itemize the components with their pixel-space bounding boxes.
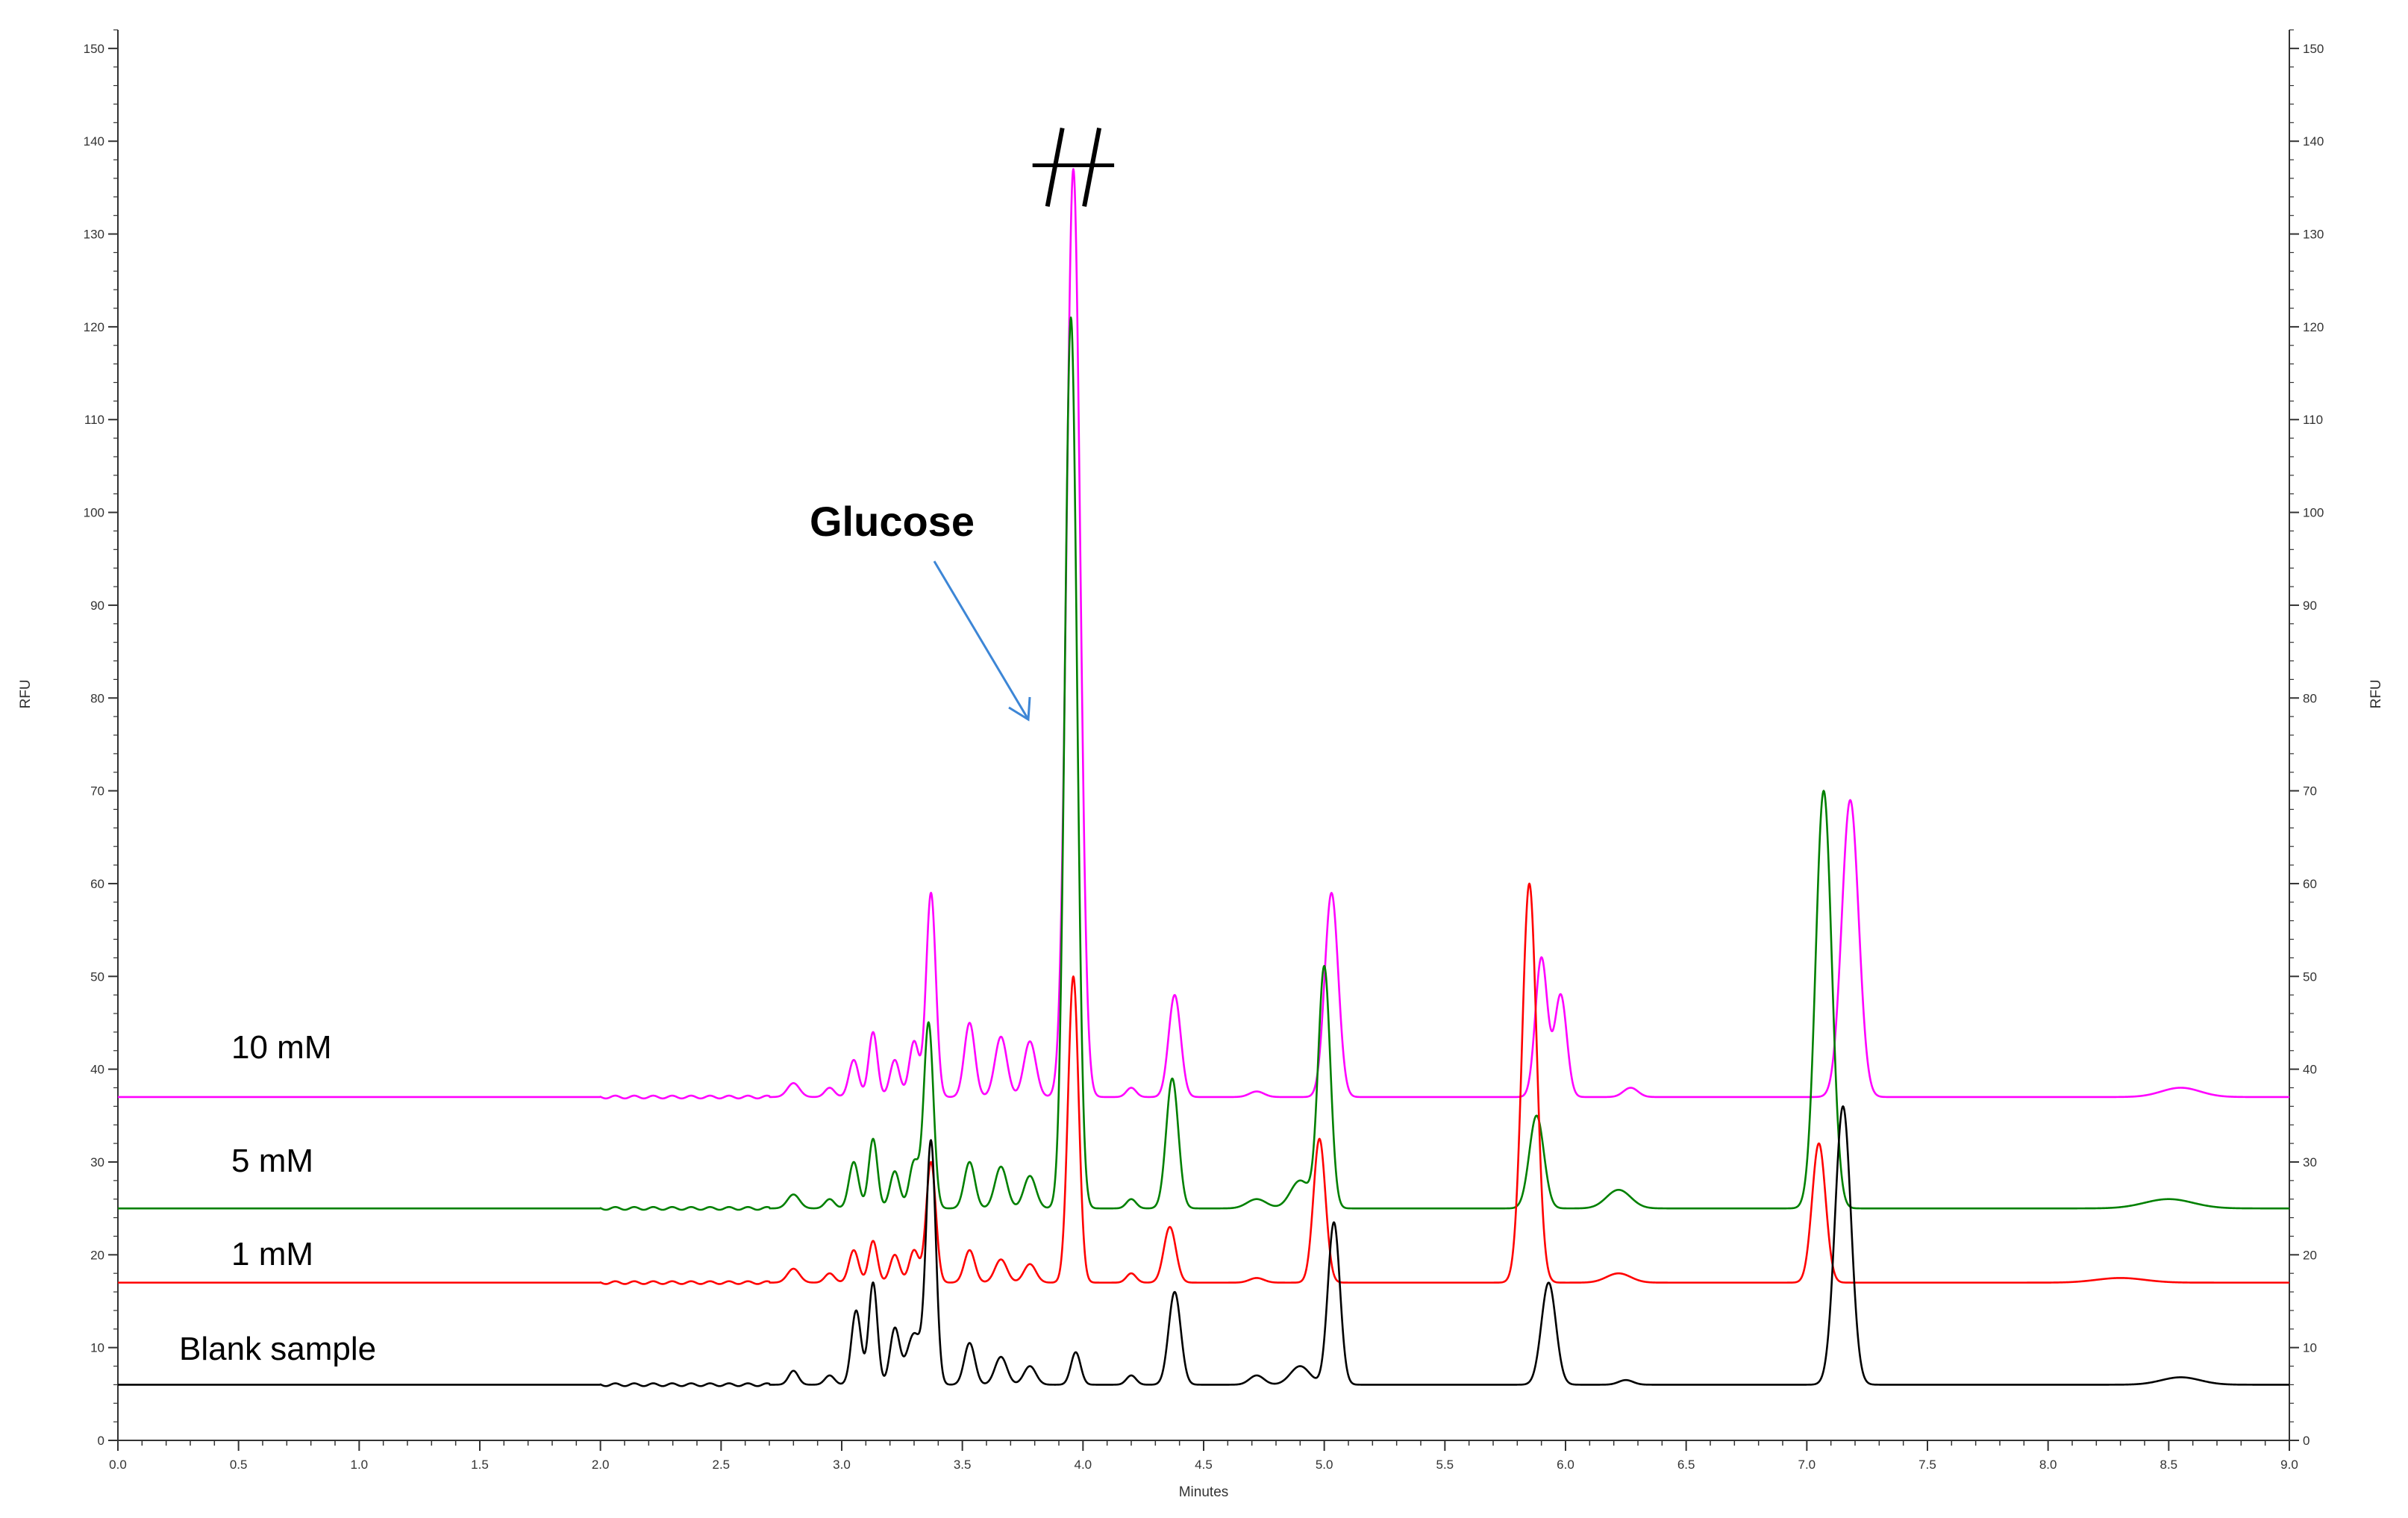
series-layer [117, 127, 2290, 1387]
x-tick-label: 8.5 [2160, 1458, 2178, 1472]
y-axis-label-right: RFU [2368, 679, 2384, 708]
y-tick-label-right: 30 [2303, 1155, 2317, 1169]
x-tick-label: 9.0 [2280, 1458, 2298, 1472]
y-tick-label-right: 0 [2303, 1434, 2310, 1448]
y-tick-label-left: 70 [90, 784, 104, 799]
y-tick-label-right: 20 [2303, 1248, 2317, 1262]
y-tick-label-left: 140 [84, 134, 104, 149]
y-tick-label-right: 60 [2303, 877, 2317, 891]
x-tick-label: 7.5 [1918, 1458, 1936, 1472]
x-tick-label: 6.0 [1557, 1458, 1574, 1472]
y-tick-label-left: 150 [84, 42, 104, 56]
x-tick-label: 5.0 [1316, 1458, 1333, 1472]
series-line-1-mm [117, 882, 2290, 1285]
series-line-10-mm [117, 168, 2290, 1100]
y-tick-label-right: 100 [2303, 506, 2324, 520]
series-label-5mm: 5 mM [231, 1143, 313, 1179]
y-tick-label-left: 120 [84, 320, 104, 334]
x-axis-label: Minutes [1179, 1484, 1229, 1500]
y-tick-label-right: 120 [2303, 320, 2324, 334]
y-tick-label-right: 130 [2303, 228, 2324, 242]
x-tick-label: 0.5 [230, 1458, 248, 1472]
y-tick-label-left: 80 [90, 691, 104, 705]
y-tick-label-right: 10 [2303, 1341, 2317, 1355]
x-tick-label: 8.0 [2039, 1458, 2057, 1472]
x-tick-label: 5.5 [1436, 1458, 1454, 1472]
y-tick-label-left: 10 [90, 1341, 104, 1355]
y-tick-label-left: 0 [98, 1434, 104, 1448]
y-tick-label-right: 110 [2303, 413, 2323, 427]
series-label-10mm: 10 mM [231, 1029, 331, 1066]
x-tick-label: 4.0 [1075, 1458, 1092, 1472]
y-tick-label-left: 60 [90, 877, 104, 891]
y-tick-label-left: 110 [84, 413, 104, 427]
y-tick-label-right: 90 [2303, 599, 2317, 613]
series-label-1mm: 1 mM [231, 1236, 313, 1272]
axes: 0.0 0.5 1.0 1.5 2.0 2.5 3.0 3.5 4.0 4.5 5.0 5.5 6.0 6… [84, 29, 2324, 1472]
y-tick-label-right: 150 [2303, 42, 2324, 56]
x-tick-label: 0.0 [109, 1458, 127, 1472]
y-tick-label-left: 20 [90, 1248, 104, 1262]
axis-break-icon [1032, 127, 1115, 207]
y-tick-label-left: 130 [84, 228, 104, 242]
x-tick-label: 3.0 [833, 1458, 851, 1472]
x-tick-label: 1.0 [351, 1458, 369, 1472]
series-line-blank-sample [117, 1105, 2290, 1387]
x-tick-label: 7.0 [1798, 1458, 1816, 1472]
x-tick-label: 2.5 [713, 1458, 731, 1472]
x-tick-label: 6.5 [1677, 1458, 1695, 1472]
y-tick-label-right: 40 [2303, 1063, 2317, 1077]
x-tick-label: 1.5 [471, 1458, 489, 1472]
y-axis-label-left: RFU [18, 679, 34, 708]
y-tick-label-left: 30 [90, 1155, 104, 1169]
y-tick-label-right: 140 [2303, 134, 2324, 149]
y-tick-label-right: 70 [2303, 784, 2317, 799]
x-tick-label: 3.5 [954, 1458, 972, 1472]
labels-layer: Minutes RFU RFU 10 mM 5 mM 1 mM Blank sa… [18, 498, 2384, 1500]
y-tick-label-left: 100 [84, 506, 104, 520]
y-tick-label-left: 90 [90, 599, 104, 613]
y-tick-label-right: 80 [2303, 691, 2317, 705]
y-tick-label-left: 40 [90, 1063, 104, 1077]
x-tick-label: 4.5 [1195, 1458, 1213, 1472]
y-tick-label-right: 50 [2303, 969, 2317, 984]
glucose-annotation-label: Glucose [810, 498, 975, 545]
y-tick-label-left: 50 [90, 969, 104, 984]
x-tick-label: 2.0 [592, 1458, 610, 1472]
glucose-annotation-arrow-icon [933, 560, 1031, 722]
series-line-5-mm [117, 316, 2290, 1211]
series-label-blank: Blank sample [179, 1331, 376, 1367]
